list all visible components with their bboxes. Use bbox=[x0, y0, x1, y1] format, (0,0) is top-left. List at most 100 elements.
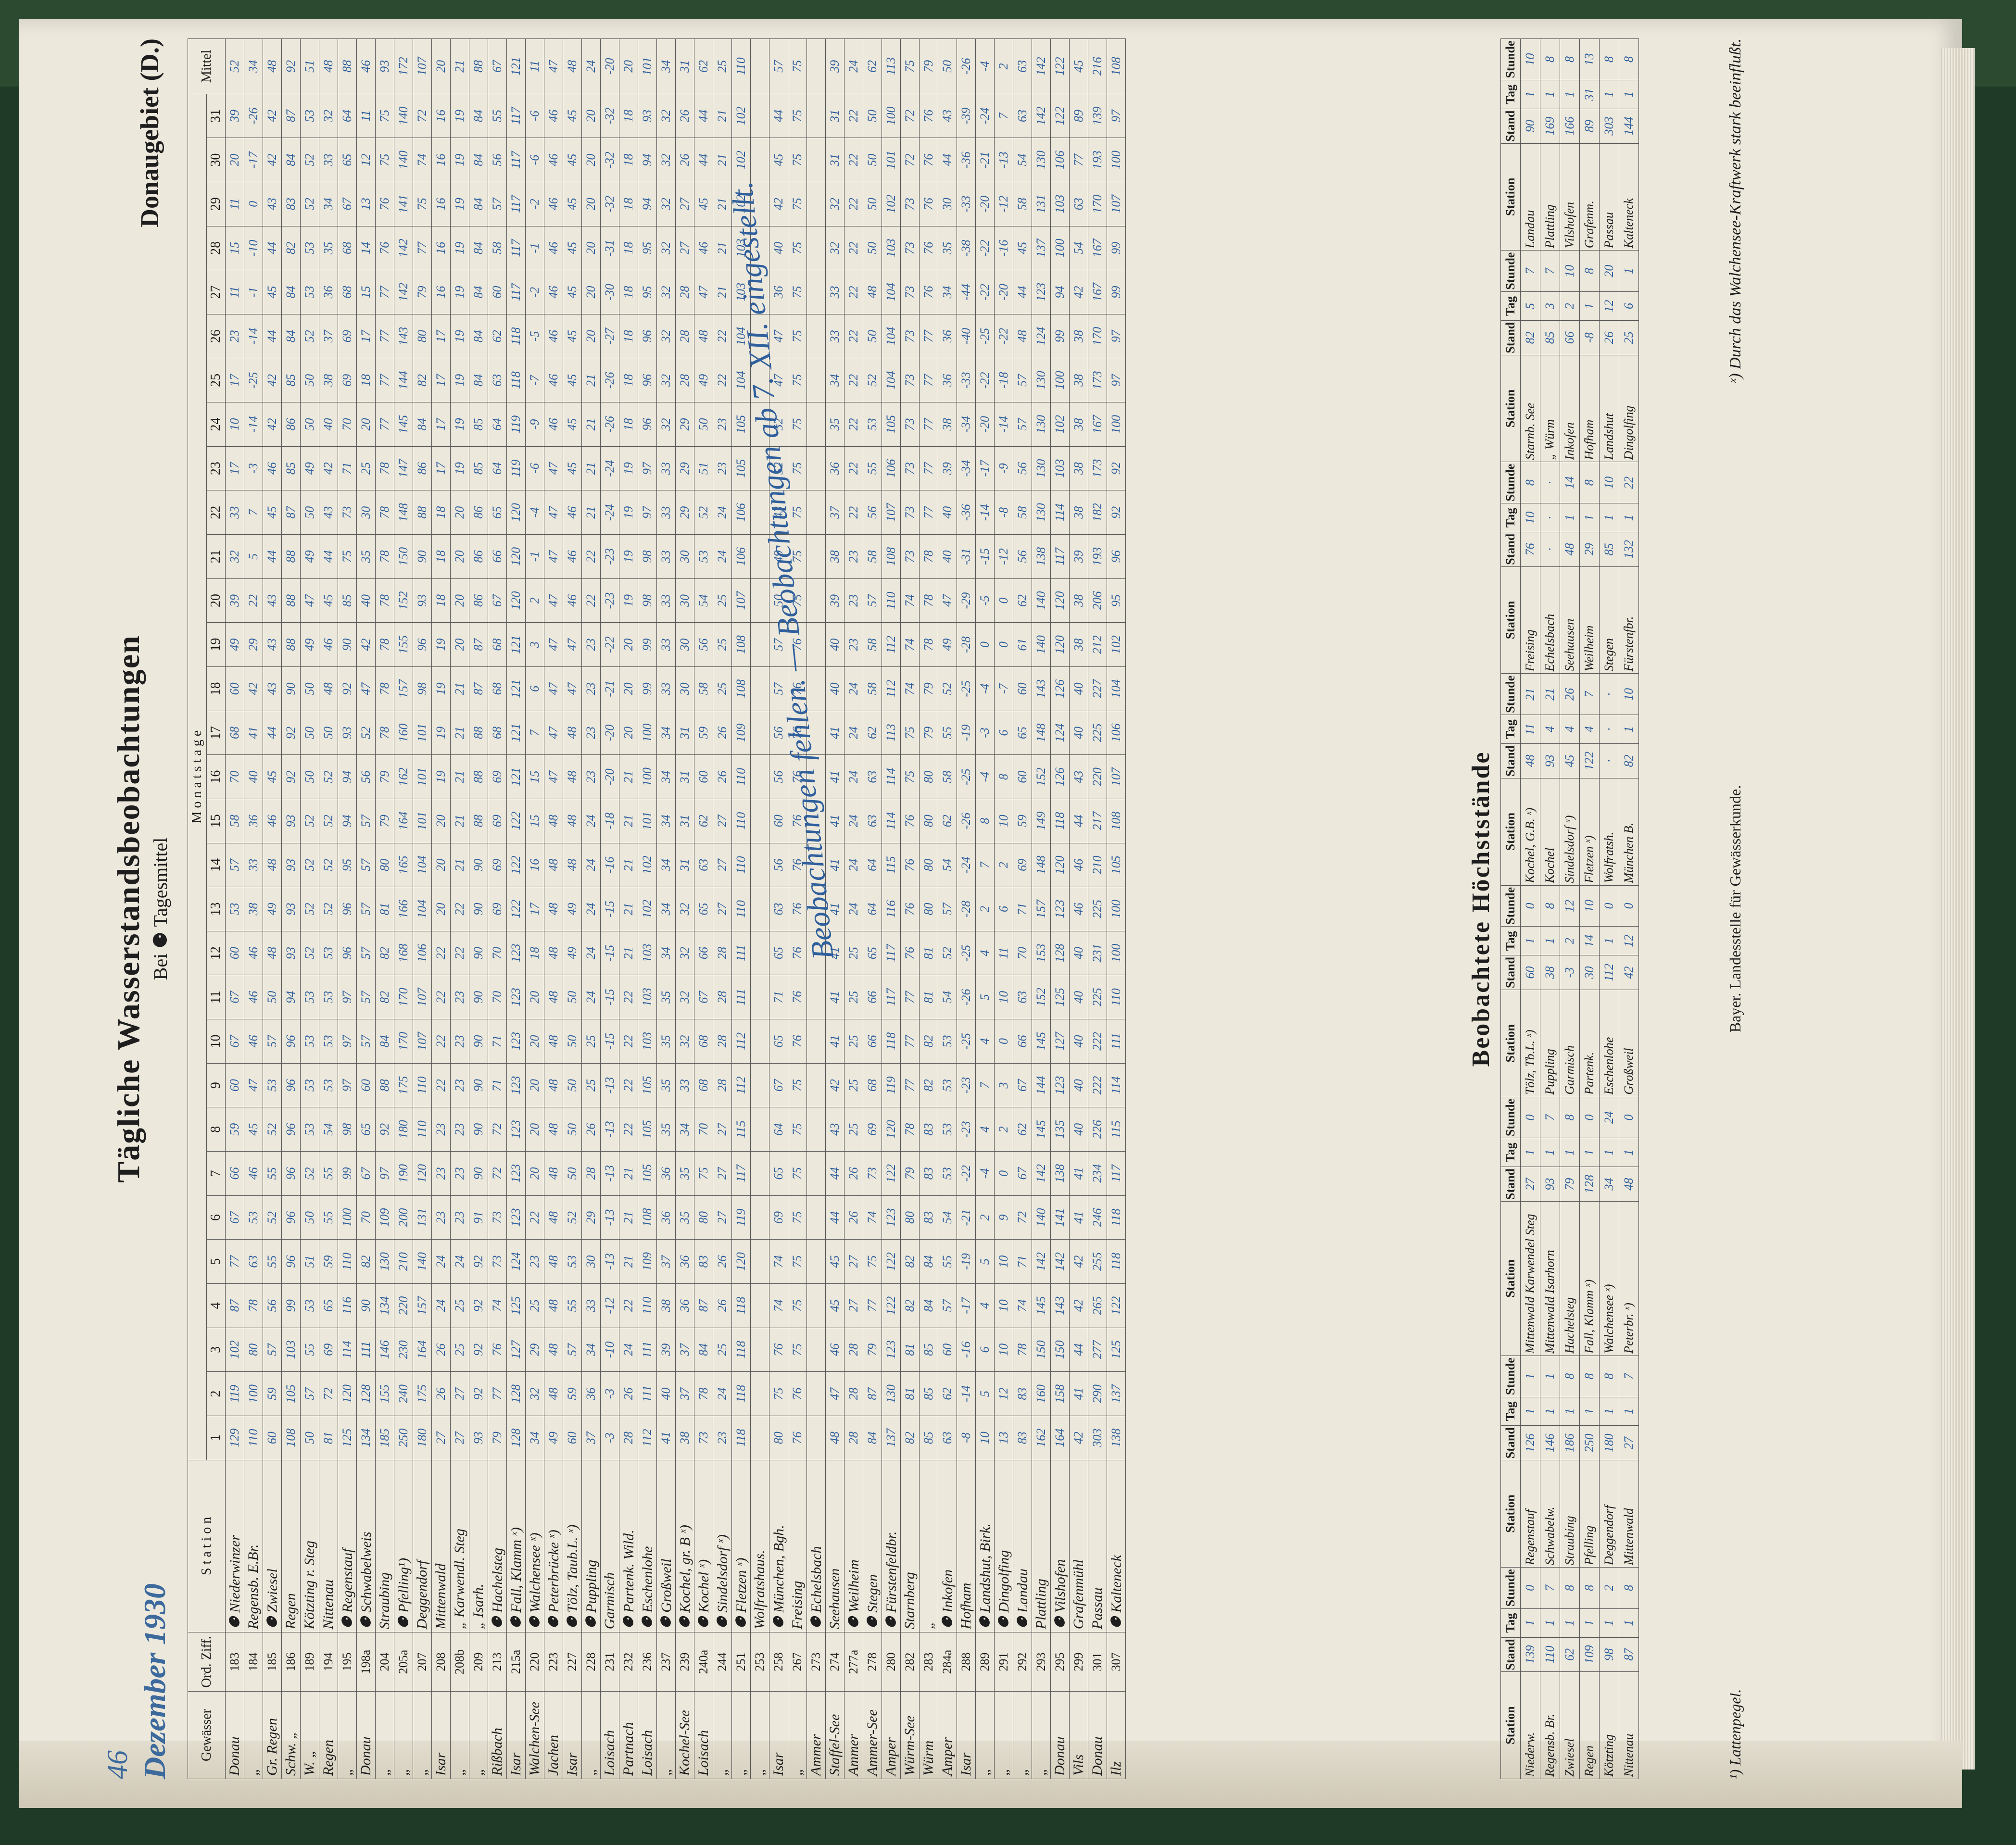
value-cell: -2 bbox=[525, 270, 544, 314]
value-cell: -2 bbox=[525, 182, 544, 226]
value-cell: 22 bbox=[844, 490, 863, 535]
value-cell: 44 bbox=[263, 534, 282, 579]
value-cell: 22 bbox=[844, 446, 863, 490]
gewaesser-cell: Würm-See bbox=[900, 1691, 920, 1779]
table-row: Amper 280 ⚈ Fürstenfeldbr. 137 130 123 122 122 1… bbox=[882, 38, 901, 1779]
value-cell: 60 bbox=[1013, 754, 1032, 799]
value-cell: 60 bbox=[225, 1063, 244, 1107]
value-cell: 22 bbox=[431, 1019, 451, 1064]
value-cell: 75 bbox=[788, 1063, 807, 1107]
value-cell: 20 bbox=[450, 578, 469, 623]
value-cell: 234 bbox=[1088, 1151, 1107, 1196]
value-cell: 49 bbox=[694, 358, 713, 402]
value-cell: 53 bbox=[938, 1151, 957, 1196]
value-cell bbox=[750, 1371, 769, 1416]
value-cell: 125 bbox=[506, 1283, 526, 1328]
value-cell: 36 bbox=[938, 314, 957, 358]
value-cell: 17 bbox=[431, 446, 451, 490]
value-cell: 67 bbox=[694, 975, 713, 1019]
mean-cell: 93 bbox=[375, 38, 394, 94]
hist-stand-header: Stand bbox=[1500, 109, 1521, 144]
value-cell: 70 bbox=[1013, 931, 1032, 975]
value-cell: 41 bbox=[656, 1416, 676, 1460]
value-cell: 152 bbox=[1032, 754, 1051, 799]
ord-cell: 209 bbox=[469, 1632, 488, 1692]
value-cell: 88 bbox=[469, 711, 488, 755]
value-cell: 81 bbox=[319, 1416, 338, 1460]
value-cell: 145 bbox=[394, 402, 413, 447]
mean-cell: 122 bbox=[1050, 38, 1070, 94]
ord-cell: 295 bbox=[1050, 1632, 1070, 1692]
gewaesser-cell: „ bbox=[338, 1691, 357, 1779]
hist-stunde: 8 bbox=[1579, 250, 1600, 292]
value-cell: 44 bbox=[1069, 1328, 1088, 1372]
ord-cell: 204 bbox=[375, 1632, 394, 1692]
value-cell bbox=[750, 843, 769, 887]
value-cell: 28 bbox=[713, 975, 732, 1019]
value-cell: 22 bbox=[431, 975, 451, 1019]
value-cell: 167 bbox=[1088, 226, 1107, 270]
value-cell: -29 bbox=[957, 578, 976, 623]
value-cell: 44 bbox=[769, 94, 788, 138]
footnote-right: ˣ) Durch das Walchensee-Kraftwerk stark … bbox=[1726, 38, 1744, 384]
value-cell: 77 bbox=[225, 1239, 244, 1284]
value-cell: 105 bbox=[1107, 843, 1126, 887]
value-cell: 84 bbox=[413, 402, 432, 447]
value-cell: 19 bbox=[450, 94, 469, 138]
mean-cell: 51 bbox=[300, 38, 319, 94]
value-cell: -26 bbox=[957, 975, 976, 1019]
value-cell: 118 bbox=[731, 1328, 751, 1372]
value-cell: 56 bbox=[863, 490, 882, 535]
value-cell: 84 bbox=[281, 314, 301, 358]
value-cell: 42 bbox=[263, 94, 282, 138]
value-cell bbox=[750, 1283, 769, 1328]
value-cell: 84 bbox=[469, 358, 488, 402]
value-cell: -32 bbox=[600, 182, 619, 226]
value-cell: 23 bbox=[450, 1195, 469, 1240]
value-cell: 32 bbox=[656, 138, 676, 182]
value-cell: 84 bbox=[694, 1328, 713, 1372]
value-cell: 22 bbox=[581, 534, 601, 579]
hist-stand: 112 bbox=[1599, 955, 1619, 990]
mean-cell: 2 bbox=[994, 38, 1013, 94]
station-cell: ⚈ Kochel ˣ) bbox=[694, 1460, 713, 1632]
table-row: Gr. Regen 185 ⚈ Zwiesel 60 59 57 56 55 52 55 52 53 5… bbox=[263, 38, 282, 1779]
value-cell: 90 bbox=[469, 975, 488, 1019]
value-cell: 47 bbox=[825, 1371, 844, 1416]
value-cell: 22 bbox=[844, 314, 863, 358]
value-cell: 32 bbox=[319, 94, 338, 138]
value-cell: 23 bbox=[581, 711, 601, 755]
value-cell: -28 bbox=[957, 622, 976, 667]
value-cell: 19 bbox=[450, 314, 469, 358]
hist-station: Hofham bbox=[1579, 355, 1600, 462]
hist-stand: 128 bbox=[1579, 1167, 1600, 1202]
value-cell: 73 bbox=[900, 314, 920, 358]
table-row: Loisach 240a ⚈ Kochel ˣ) 73 78 84 87 83 80 75 70 68… bbox=[694, 38, 713, 1779]
value-cell: 74 bbox=[1013, 1283, 1032, 1328]
value-cell: 20 bbox=[450, 622, 469, 667]
value-cell: 108 bbox=[882, 534, 901, 579]
value-cell: 27 bbox=[713, 1107, 732, 1152]
value-cell: 2 bbox=[994, 843, 1013, 887]
value-cell: 41 bbox=[825, 975, 844, 1019]
value-cell: 104 bbox=[882, 358, 901, 402]
value-cell: 48 bbox=[563, 754, 582, 799]
value-cell: 18 bbox=[431, 490, 451, 535]
value-cell: 86 bbox=[413, 446, 432, 490]
value-cell bbox=[806, 1151, 826, 1196]
value-cell bbox=[806, 1019, 826, 1064]
ord-cell: 215a bbox=[506, 1632, 526, 1692]
ord-cell: 208 bbox=[431, 1632, 451, 1692]
value-cell: 117 bbox=[1050, 534, 1070, 579]
value-cell: 62 bbox=[488, 314, 507, 358]
value-cell: 77 bbox=[900, 1019, 920, 1064]
value-cell: 106 bbox=[731, 534, 751, 579]
gewaesser-cell: „ bbox=[581, 1691, 601, 1779]
value-cell: 25 bbox=[450, 1283, 469, 1328]
hist-stunde: 7 bbox=[1540, 1567, 1560, 1609]
value-cell: 97 bbox=[1107, 94, 1126, 138]
value-cell: 52 bbox=[563, 1195, 582, 1240]
value-cell: 106 bbox=[1107, 711, 1126, 755]
value-cell: 85 bbox=[919, 1416, 938, 1460]
value-cell: 88 bbox=[281, 534, 301, 579]
